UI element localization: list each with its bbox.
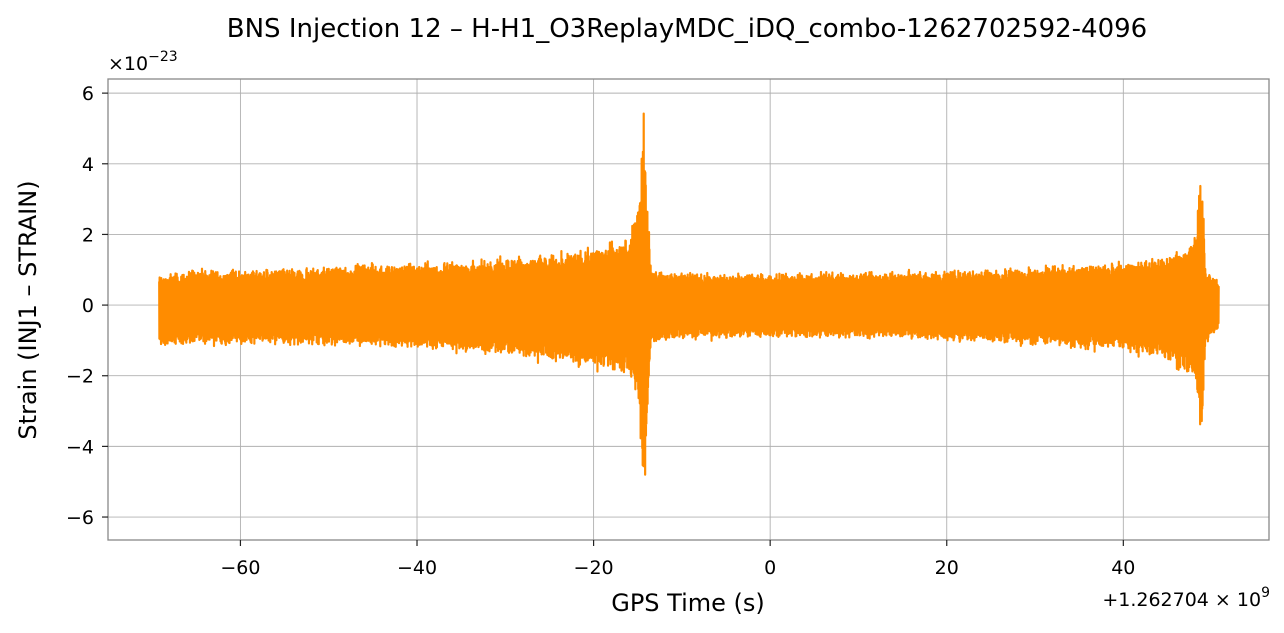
strain-series bbox=[158, 112, 1220, 476]
y-tick-label: 4 bbox=[82, 154, 94, 176]
x-axis-label: GPS Time (s) bbox=[611, 589, 765, 617]
y-tick-label: 2 bbox=[82, 224, 94, 246]
y-tick-label: −4 bbox=[66, 436, 94, 458]
strain-line bbox=[158, 112, 1220, 476]
y-tick-label: −6 bbox=[66, 507, 94, 529]
y-scale-exponent: −23 bbox=[148, 49, 178, 65]
chart-title: BNS Injection 12 – H-H1_O3ReplayMDC_iDQ_… bbox=[227, 14, 1147, 44]
x-tick-label: 20 bbox=[935, 557, 959, 579]
x-offset-exponent: 9 bbox=[1261, 585, 1270, 601]
x-tick-label: −40 bbox=[397, 557, 437, 579]
x-tick-label: −60 bbox=[220, 557, 260, 579]
y-tick-label: 0 bbox=[82, 295, 94, 317]
x-tick-label: −20 bbox=[574, 557, 614, 579]
x-offset-label: +1.262704 × 109 bbox=[1102, 585, 1270, 611]
x-tick-label: 0 bbox=[764, 557, 776, 579]
plot-frame bbox=[107, 78, 1270, 541]
y-tick-label: −2 bbox=[66, 366, 94, 388]
y-scale-factor: ×10−23 bbox=[108, 49, 178, 75]
y-axis-label: Strain (INJ1 – STRAIN) bbox=[14, 180, 42, 439]
x-tick-label: 40 bbox=[1111, 557, 1135, 579]
y-tick-label: 6 bbox=[82, 83, 94, 105]
